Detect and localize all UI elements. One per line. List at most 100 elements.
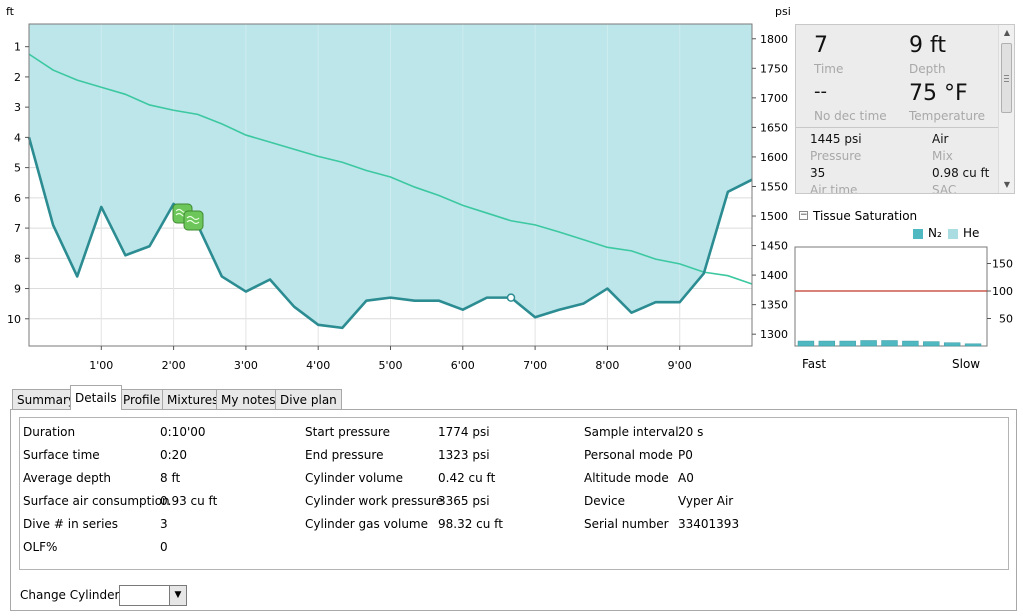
details-grid: Duration 0:10'00 Surface time 0:20 Avera…: [19, 417, 1009, 570]
tab-summary[interactable]: Summary: [12, 389, 80, 409]
device-value: Vyper Air: [678, 494, 734, 508]
info-scrollbar[interactable]: ▲ ▼: [998, 25, 1014, 193]
time-tick-label: 2'00: [162, 359, 186, 372]
time-tick-label: 7'00: [523, 359, 547, 372]
dive-number-label: Dive # in series: [23, 517, 119, 531]
n2-legend-swatch: [913, 229, 923, 239]
tissue-frame: [794, 246, 988, 347]
tissue-bar: [839, 340, 856, 347]
serial-number-value: 33401393: [678, 517, 740, 531]
cursor-marker[interactable]: [506, 293, 516, 302]
olf-value: 0: [160, 540, 168, 554]
end-pressure-label: End pressure: [305, 448, 384, 462]
details-panel: Duration 0:10'00 Surface time 0:20 Avera…: [10, 409, 1017, 611]
tissue-tick-label: 50: [999, 313, 1013, 326]
pressure-tick-label: 1300: [760, 328, 788, 341]
start-pressure-value: 1774 psi: [438, 425, 490, 439]
tab-my-notes[interactable]: My notes: [216, 389, 281, 409]
depth-area-fill: [29, 24, 752, 328]
cylinder-work-pressure-value: 3365 psi: [438, 494, 490, 508]
time-tick-label: 8'00: [595, 359, 619, 372]
time-tick-label: 5'00: [378, 359, 402, 372]
depth-axis: 1 2 3 4 5 6 7 8 9 10: [7, 41, 29, 326]
temperature-value: 75 °F: [909, 81, 968, 106]
pressure-label: Pressure: [810, 149, 862, 163]
pressure-value: 1445 psi: [810, 132, 862, 146]
mix-label: Mix: [932, 149, 953, 163]
pressure-tick-label: 1450: [760, 240, 788, 253]
info-panel: 7 Time 9 ft Depth -- No dec time 75 °F T…: [795, 24, 1015, 194]
change-cylinder-label: Change Cylinder: [20, 588, 120, 602]
air-time-value: 35: [810, 166, 826, 180]
tissue-bars: [797, 340, 982, 347]
sac-label: SAC: [932, 183, 957, 194]
depth-tick-label: 6: [14, 192, 21, 205]
altitude-mode-label: Altitude mode: [584, 471, 669, 485]
time-tick-label: 4'00: [306, 359, 330, 372]
tissue-slow-label: Slow: [952, 357, 981, 371]
depth-tick-label: 9: [14, 283, 21, 296]
sac-label: Surface air consumption: [23, 494, 170, 508]
chart-grid-overlay: [100, 24, 681, 346]
duration-label: Duration: [23, 425, 76, 439]
pressure-tick-label: 1550: [760, 180, 788, 193]
depth-tick-label: 1: [14, 41, 21, 54]
personal-mode-label: Personal mode: [584, 448, 673, 462]
depth-value: 9 ft: [909, 33, 946, 58]
depth-label: Depth: [909, 62, 946, 76]
pressure-tick-label: 1350: [760, 299, 788, 312]
tab-details[interactable]: Details: [70, 385, 122, 410]
scroll-thumb[interactable]: [1001, 43, 1012, 113]
serial-number-label: Serial number: [584, 517, 669, 531]
pressure-series-line: [28, 53, 753, 285]
end-pressure-value: 1323 psi: [438, 448, 490, 462]
sample-interval-value: 20 s: [678, 425, 704, 439]
collapse-icon[interactable]: −: [799, 210, 808, 220]
cylinder-gas-volume-value: 98.32 cu ft: [438, 517, 503, 531]
pressure-axis: 1800 1750 1700 1650 1600 1550 1500 1450 1400 1350…: [752, 33, 788, 341]
pressure-unit-label: psi: [775, 5, 791, 18]
depth-tick-label: 4: [14, 131, 21, 144]
info-divider: [796, 127, 999, 128]
dive-number-value: 3: [160, 517, 168, 531]
depth-tick-label: 10: [7, 313, 21, 326]
scroll-down-icon[interactable]: ▼: [1003, 180, 1011, 189]
sac-value: 0.93 cu ft: [160, 494, 218, 508]
tab-profile[interactable]: Profile: [118, 389, 166, 409]
tab-mixtures[interactable]: Mixtures: [162, 389, 224, 409]
pressure-tick-label: 1700: [760, 92, 788, 105]
time-tick-label: 6'00: [451, 359, 475, 372]
tissue-bar: [860, 340, 877, 347]
average-depth-label: Average depth: [23, 471, 112, 485]
he-legend-swatch: [948, 229, 958, 239]
he-legend-label: He: [963, 226, 980, 240]
scroll-up-icon[interactable]: ▲: [1003, 28, 1011, 37]
time-label: Time: [814, 62, 844, 76]
gas-switch-icon[interactable]: [183, 210, 204, 231]
depth-tick-label: 2: [14, 71, 21, 84]
tissue-axis: 150 100 50: [987, 258, 1013, 326]
time-tick-label: 9'00: [668, 359, 692, 372]
pressure-tick-label: 1500: [760, 210, 788, 223]
depth-unit-label: ft: [6, 5, 14, 18]
pressure-tick-label: 1600: [760, 151, 788, 164]
change-cylinder-select[interactable]: ▼: [119, 585, 187, 606]
tissue-fast-label: Fast: [802, 357, 827, 371]
depth-tick-label: 5: [14, 162, 21, 175]
mix-value: Air: [932, 132, 949, 146]
depth-series-line: [27, 137, 753, 330]
time-axis: 1'00 2'00 3'00 4'00 5'00 6'00 7'00 8'00 9'00: [89, 346, 692, 372]
dive-profile-chart[interactable]: 1 2 3 4 5 6 7 8 9 10 1800 1750 1700 1650 1600 1550 1500…: [0, 0, 795, 375]
tissue-bar: [923, 341, 940, 347]
chevron-down-icon[interactable]: ▼: [169, 586, 186, 605]
time-tick-label: 1'00: [89, 359, 113, 372]
olf-label: OLF%: [23, 540, 58, 554]
average-depth-value: 8 ft: [160, 471, 181, 485]
depth-tick-label: 8: [14, 252, 21, 265]
tissue-bar: [964, 343, 982, 347]
sac-value: 0.98 cu ft: [932, 166, 990, 180]
tissue-bar: [943, 342, 961, 347]
cylinder-work-pressure-label: Cylinder work pressure: [305, 494, 444, 508]
pressure-tick-label: 1750: [760, 62, 788, 75]
tab-dive-plan[interactable]: Dive plan: [275, 389, 342, 409]
